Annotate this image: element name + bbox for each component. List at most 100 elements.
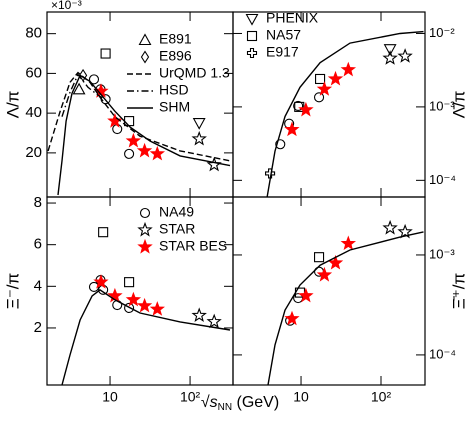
marker-diamond	[78, 68, 88, 82]
var: s	[210, 394, 218, 411]
marker-star	[191, 130, 207, 146]
marker-cross	[246, 47, 258, 59]
y-tick-label: 60	[25, 64, 42, 81]
y-axis-label: Ξ⁻/π	[3, 273, 22, 309]
legend-label: NA57	[266, 27, 301, 43]
y-tick-label: 80	[25, 25, 42, 42]
y-tick-label: 10⁻⁴	[429, 346, 456, 361]
marker-star-filled	[340, 61, 357, 77]
x-tick-label: 10	[102, 389, 118, 405]
frame	[46, 11, 234, 198]
y-tick-label: 40	[25, 104, 42, 121]
frame	[232, 196, 426, 386]
legend-label: E917	[266, 44, 299, 60]
marker-star-filled	[137, 238, 153, 254]
marker-circle	[124, 302, 135, 314]
legend-label: SHM	[159, 99, 190, 115]
marker-circle	[275, 139, 286, 150]
plot-area	[265, 30, 424, 197]
frame	[232, 11, 426, 198]
marker-star-filled	[298, 101, 314, 117]
marker-circle	[88, 74, 100, 85]
scale-label: ×10⁻³	[51, 0, 82, 12]
marker-star-filled	[125, 291, 142, 307]
marker-star-filled	[316, 266, 333, 282]
y-tick-label: 4	[34, 277, 42, 294]
marker-star	[382, 50, 398, 65]
model-curve	[61, 289, 231, 385]
model-curve	[61, 73, 103, 117]
marker-star-filled	[125, 132, 142, 148]
marker-star-filled	[327, 70, 344, 86]
marker-star-filled	[284, 310, 300, 326]
legend-label: E891	[159, 31, 192, 47]
model-curve	[47, 71, 231, 162]
frame	[46, 196, 234, 386]
plot-area	[47, 48, 231, 196]
marker-square	[100, 48, 111, 59]
marker-star	[137, 221, 153, 237]
legend-label: STAR BES	[159, 238, 227, 254]
y-tick-label: 10⁻³	[429, 246, 455, 261]
marker-square	[315, 73, 326, 85]
marker-star-filled	[149, 145, 166, 161]
marker-star-filled	[107, 113, 123, 128]
legend-label: UrQMD 1.3	[159, 65, 230, 81]
marker-square	[294, 101, 305, 112]
model-curve	[266, 30, 424, 197]
plot-area	[267, 219, 424, 385]
marker-circle	[139, 207, 151, 219]
sqrt: √	[201, 394, 210, 411]
marker-square	[124, 116, 135, 127]
marker-circle	[314, 92, 325, 103]
marker-star-filled	[298, 287, 314, 303]
x-tick-label: 10²	[180, 389, 201, 405]
marker-star-filled	[136, 142, 153, 158]
marker-star-filled	[149, 301, 165, 316]
marker-circle	[124, 148, 135, 159]
unit: (GeV)	[232, 394, 279, 411]
marker-star-filled	[340, 235, 357, 251]
marker-triangle-down	[383, 44, 397, 56]
sub: NN	[218, 402, 232, 413]
model-curve	[57, 74, 231, 196]
model-curve	[267, 231, 424, 385]
x-tick-label: 10	[293, 389, 309, 405]
marker-triangle-up	[138, 33, 152, 46]
marker-square	[246, 30, 258, 42]
y-tick-label: 20	[25, 144, 42, 161]
legend-label: STAR	[159, 221, 195, 237]
x-axis-label: √sNN (GeV)	[201, 394, 279, 412]
legend-label: NA49	[159, 204, 194, 220]
marker-star	[382, 219, 398, 235]
marker-star	[206, 313, 222, 329]
x-tick-label: 10²	[371, 389, 392, 405]
legend-label: HSD	[159, 82, 189, 98]
marker-diamond	[140, 50, 150, 64]
marker-star-filled	[284, 121, 300, 137]
y-tick-label: 8	[34, 194, 42, 211]
marker-circle	[293, 100, 304, 112]
legend-label: PHENIX	[266, 10, 319, 26]
y-tick-label: 6	[34, 236, 42, 253]
marker-star-filled	[316, 81, 333, 96]
marker-star	[397, 48, 413, 63]
y-tick-label: 10⁻³	[429, 98, 455, 113]
marker-star-filled	[107, 287, 123, 303]
marker-square	[124, 277, 135, 288]
marker-triangle-up	[72, 82, 86, 95]
marker-triangle-down	[245, 13, 259, 26]
marker-star-filled	[327, 254, 344, 270]
legend-label: E896	[159, 48, 192, 64]
marker-star	[397, 223, 413, 239]
marker-star-filled	[93, 274, 109, 289]
marker-star-filled	[136, 297, 153, 313]
marker-square	[314, 252, 325, 263]
plot-area	[61, 227, 231, 385]
y-tick-label: 10⁻⁴	[429, 172, 456, 187]
y-tick-label: 2	[34, 319, 42, 336]
y-axis-label: Λ/π	[3, 91, 22, 119]
y-axis-label: Λ̄/π	[449, 91, 468, 119]
marker-square	[98, 227, 109, 238]
